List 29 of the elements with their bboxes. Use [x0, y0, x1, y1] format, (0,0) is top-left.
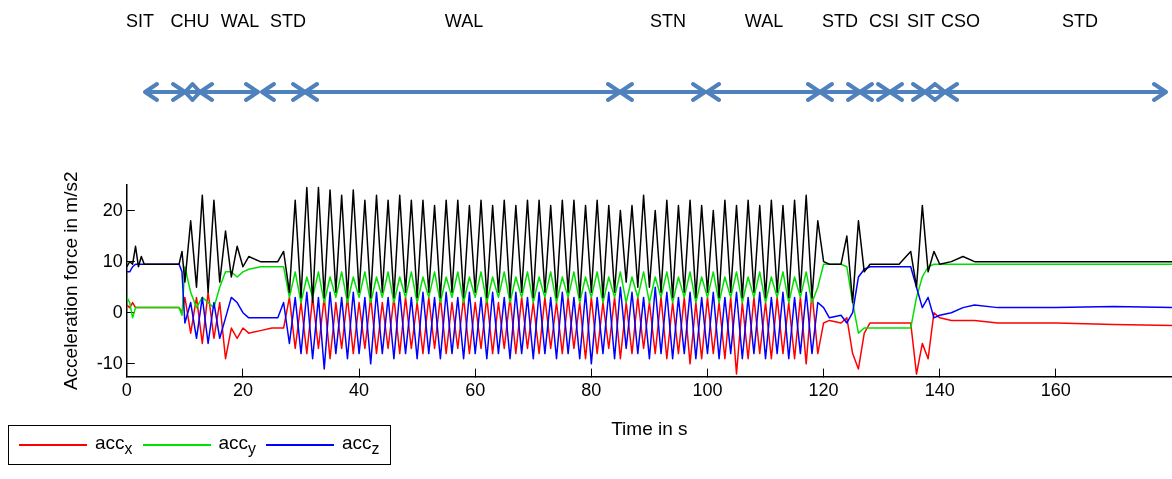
legend-label: acc$_{y}$	[218, 432, 256, 458]
x-tick-label: 20	[232, 380, 253, 401]
text: SIT	[125, 10, 155, 31]
x-tick-label: 160	[1040, 380, 1071, 401]
text: STD	[822, 10, 858, 31]
x-tick-label: 60	[465, 380, 486, 401]
text: WAL	[744, 10, 784, 31]
y-tick-label: 0	[112, 301, 123, 322]
legend-label: acc$_{x}$	[95, 432, 133, 458]
y-tick-label: 20	[102, 199, 123, 220]
text: WAL	[220, 10, 260, 31]
text: CSI	[868, 10, 900, 31]
x-tick-label: 40	[349, 380, 370, 401]
x-axis-title: Time in s	[611, 417, 688, 439]
x-tick-label: 80	[581, 380, 602, 401]
text: STD	[270, 10, 306, 31]
x-tick-label: 140	[924, 380, 955, 401]
text: WAL	[444, 10, 484, 31]
text: CSO	[941, 10, 981, 31]
y-axis-title: Acceleration force in m/s2	[59, 171, 81, 391]
y-tick-label: 10	[102, 250, 123, 271]
text: CHU	[170, 10, 210, 31]
text: STN	[650, 10, 686, 31]
text: SIT	[906, 10, 936, 31]
text: STD	[1062, 10, 1098, 31]
y-tick-label: -10	[96, 352, 123, 373]
x-tick-label: 100	[692, 380, 723, 401]
x-tick-label: 120	[808, 380, 839, 401]
legend-label: acc$_{z}$	[342, 432, 380, 458]
